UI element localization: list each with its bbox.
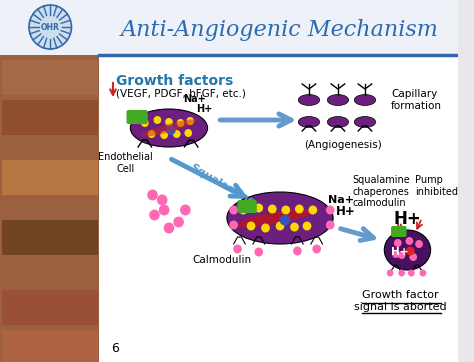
Circle shape xyxy=(149,210,160,220)
Text: (Angiogenesis): (Angiogenesis) xyxy=(304,140,382,150)
Circle shape xyxy=(268,205,277,214)
Circle shape xyxy=(141,119,149,127)
FancyBboxPatch shape xyxy=(2,160,98,195)
FancyBboxPatch shape xyxy=(391,226,407,237)
Ellipse shape xyxy=(355,94,375,105)
FancyBboxPatch shape xyxy=(127,110,148,124)
FancyBboxPatch shape xyxy=(237,200,257,213)
Circle shape xyxy=(186,117,194,125)
Ellipse shape xyxy=(328,117,348,127)
Circle shape xyxy=(282,206,290,215)
Circle shape xyxy=(239,206,247,215)
Ellipse shape xyxy=(227,192,333,244)
Circle shape xyxy=(255,248,263,257)
Text: Calmodulin: Calmodulin xyxy=(192,255,252,265)
Text: Growth factors: Growth factors xyxy=(116,74,233,88)
Text: H+: H+ xyxy=(393,210,421,228)
Circle shape xyxy=(180,205,191,215)
FancyBboxPatch shape xyxy=(2,290,98,325)
Circle shape xyxy=(29,5,72,49)
Circle shape xyxy=(326,220,335,230)
Ellipse shape xyxy=(298,94,319,105)
FancyBboxPatch shape xyxy=(0,0,458,55)
Text: H+: H+ xyxy=(336,205,356,218)
Circle shape xyxy=(398,269,405,277)
Circle shape xyxy=(166,125,176,135)
Ellipse shape xyxy=(384,230,430,270)
Circle shape xyxy=(398,251,406,259)
Circle shape xyxy=(229,220,238,230)
Circle shape xyxy=(184,129,192,137)
Text: Anti-Angiogenic Mechanism: Anti-Angiogenic Mechanism xyxy=(121,19,439,41)
Circle shape xyxy=(177,119,184,127)
Circle shape xyxy=(419,269,426,277)
Text: H+: H+ xyxy=(391,247,409,257)
Text: Na+: Na+ xyxy=(183,94,206,104)
Circle shape xyxy=(160,131,168,139)
Circle shape xyxy=(312,244,321,253)
FancyBboxPatch shape xyxy=(0,55,100,362)
FancyBboxPatch shape xyxy=(2,330,98,362)
Text: Pump
inhibited: Pump inhibited xyxy=(415,175,458,197)
Text: Squalamine
chaperones
calmodulin: Squalamine chaperones calmodulin xyxy=(353,175,410,208)
Text: Na+: Na+ xyxy=(328,195,354,205)
Circle shape xyxy=(276,222,284,231)
FancyBboxPatch shape xyxy=(2,60,98,95)
Ellipse shape xyxy=(130,109,208,147)
Circle shape xyxy=(148,130,155,138)
Circle shape xyxy=(246,222,255,231)
Circle shape xyxy=(406,237,413,245)
Circle shape xyxy=(173,130,181,138)
Circle shape xyxy=(406,247,415,256)
Circle shape xyxy=(392,250,400,258)
Ellipse shape xyxy=(237,209,313,227)
Circle shape xyxy=(229,206,238,215)
Circle shape xyxy=(233,244,242,253)
FancyBboxPatch shape xyxy=(2,220,98,255)
Circle shape xyxy=(387,269,393,277)
Circle shape xyxy=(394,239,401,247)
Circle shape xyxy=(290,223,299,232)
Text: Squalamine: Squalamine xyxy=(188,163,256,208)
FancyBboxPatch shape xyxy=(2,100,98,135)
Ellipse shape xyxy=(355,117,375,127)
Circle shape xyxy=(415,240,423,248)
Text: OHR: OHR xyxy=(41,22,60,31)
Text: (VEGF, PDGF, bFGF, etc.): (VEGF, PDGF, bFGF, etc.) xyxy=(116,88,246,98)
Ellipse shape xyxy=(298,117,319,127)
Circle shape xyxy=(410,253,417,261)
Circle shape xyxy=(293,247,302,256)
Circle shape xyxy=(280,215,290,226)
Circle shape xyxy=(408,269,415,277)
Ellipse shape xyxy=(328,94,348,105)
Circle shape xyxy=(309,206,317,215)
Text: Capillary
formation: Capillary formation xyxy=(391,89,442,111)
Circle shape xyxy=(173,216,184,227)
Text: Growth factor
signal is aborted: Growth factor signal is aborted xyxy=(355,290,447,312)
Circle shape xyxy=(261,223,270,232)
Circle shape xyxy=(154,116,161,124)
Circle shape xyxy=(303,222,311,231)
Circle shape xyxy=(164,223,174,233)
FancyBboxPatch shape xyxy=(0,55,458,362)
Circle shape xyxy=(165,118,173,126)
Circle shape xyxy=(295,205,304,214)
Circle shape xyxy=(255,203,263,212)
Text: Endothelial
Cell: Endothelial Cell xyxy=(98,152,153,174)
Circle shape xyxy=(147,189,158,201)
Text: 6: 6 xyxy=(111,342,119,355)
Circle shape xyxy=(159,205,169,215)
Circle shape xyxy=(326,206,335,215)
Text: H+: H+ xyxy=(196,104,212,114)
Circle shape xyxy=(157,194,167,206)
Ellipse shape xyxy=(141,119,197,137)
